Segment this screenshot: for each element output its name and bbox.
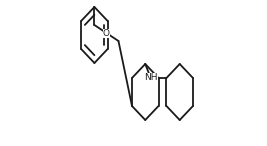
Text: NH: NH [144,73,158,82]
Text: O: O [103,28,110,38]
